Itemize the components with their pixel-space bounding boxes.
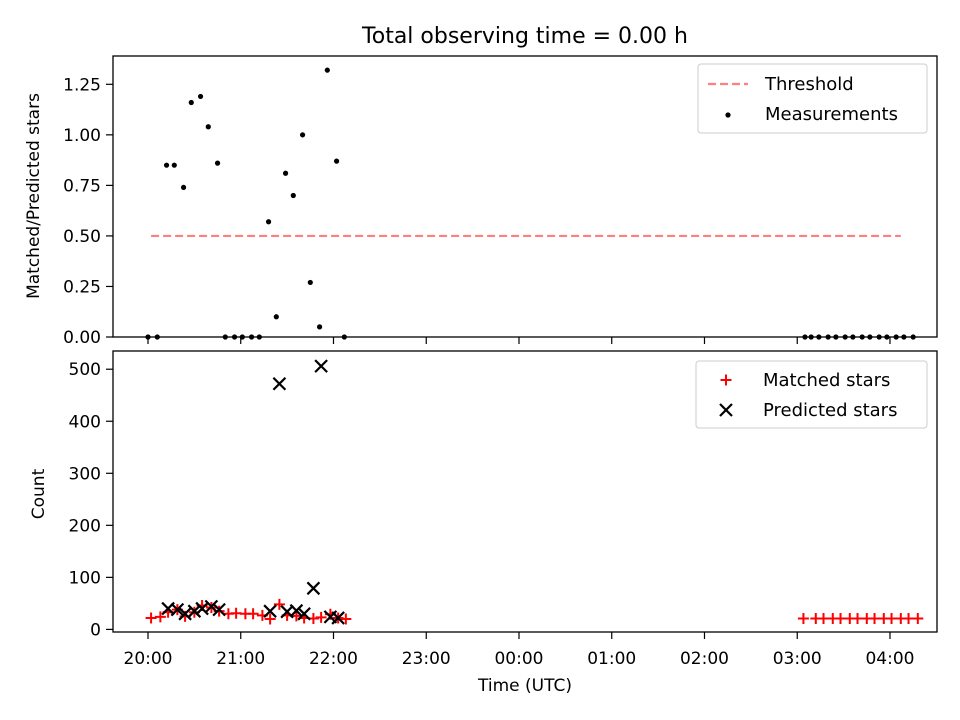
x-axis-label: Time (UTC) bbox=[477, 676, 572, 696]
measurement-point bbox=[290, 192, 296, 199]
measurement-point bbox=[180, 184, 187, 191]
x-tick-label: 04:00 bbox=[865, 649, 914, 669]
x-tick-label: 23:00 bbox=[402, 649, 451, 669]
bottom-plot-frame bbox=[112, 350, 938, 633]
bottom-legend: Matched stars Predicted stars bbox=[695, 360, 928, 429]
bottom-y-tick-label: 500 bbox=[69, 360, 101, 380]
chart-title: Total observing time = 0.00 h bbox=[361, 24, 688, 49]
measurement-point bbox=[282, 170, 289, 176]
top-y-tick-label: 1.25 bbox=[63, 75, 101, 95]
bottom-y-tick-label: 400 bbox=[69, 412, 101, 432]
measurement-point bbox=[273, 314, 279, 320]
matched-stars-point bbox=[903, 612, 915, 624]
matched-stars-point bbox=[145, 612, 157, 624]
measurement-point bbox=[205, 124, 211, 130]
matched-stars-point bbox=[154, 611, 166, 623]
predicted-stars-point bbox=[272, 377, 287, 391]
predicted-legend-swatch bbox=[719, 403, 733, 417]
top-y-tick-label: 1.00 bbox=[63, 126, 101, 146]
top-plot: 0.00 0.25 0.50 0.75 1.00 1.25 Matched/Predict… bbox=[24, 55, 938, 348]
top-y-tick-label: 0.00 bbox=[63, 328, 101, 348]
top-legend: Threshold Measurements bbox=[697, 63, 928, 134]
predicted-stars-point bbox=[263, 604, 277, 618]
measurement-point bbox=[171, 162, 177, 168]
bottom-plot: 0 100 200 300 400 500 20:00 21:00 22:00 23:00 00:… bbox=[29, 350, 938, 696]
top-x-ticks bbox=[147, 337, 891, 344]
measurement-point bbox=[316, 324, 323, 330]
bottom-x-ticks: 20:00 21:00 22:00 23:00 00:00 01:00 02:00 03:00… bbox=[124, 632, 914, 669]
x-tick-label: 20:00 bbox=[124, 649, 173, 669]
measurement-point bbox=[299, 132, 306, 138]
predicted-stars-point bbox=[297, 607, 311, 621]
measurements-legend-label: Measurements bbox=[765, 104, 898, 125]
measurement-point bbox=[324, 67, 330, 73]
measurement-point bbox=[307, 279, 313, 286]
predicted-stars-point bbox=[314, 359, 328, 373]
matched-stars-point bbox=[247, 608, 259, 620]
predicted-stars-point bbox=[170, 602, 185, 617]
bottom-y-tick-label: 300 bbox=[69, 464, 101, 484]
predicted-stars-point bbox=[306, 581, 321, 596]
measurement-point bbox=[265, 219, 272, 225]
bottom-y-ticks: 0 100 200 300 400 500 bbox=[69, 360, 113, 640]
top-y-ticks: 0.00 0.25 0.50 0.75 1.00 1.25 bbox=[63, 75, 113, 348]
predicted-stars-point bbox=[289, 603, 304, 618]
matched-stars-point bbox=[869, 612, 881, 624]
matched-stars-point bbox=[835, 612, 847, 624]
top-legend-box bbox=[697, 63, 928, 134]
measurement-point bbox=[333, 158, 340, 164]
bottom-y-tick-label: 100 bbox=[69, 568, 101, 588]
predicted-stars-points bbox=[161, 359, 345, 625]
matched-stars-point bbox=[852, 612, 864, 624]
predicted-stars-point bbox=[331, 611, 345, 625]
x-tick-label: 03:00 bbox=[773, 649, 822, 669]
x-tick-label: 22:00 bbox=[309, 649, 358, 669]
predicted-stars-point bbox=[187, 604, 202, 618]
x-tick-label: 01:00 bbox=[587, 649, 636, 669]
matched-legend-swatch bbox=[720, 374, 732, 386]
bottom-legend-box bbox=[695, 360, 928, 429]
x-tick-label: 00:00 bbox=[494, 649, 543, 669]
matched-stars-point bbox=[273, 598, 285, 610]
matched-stars-point bbox=[797, 612, 809, 624]
top-y-tick-label: 0.75 bbox=[63, 176, 101, 196]
matched-stars-point bbox=[912, 612, 924, 624]
predicted-legend-label: Predicted stars bbox=[763, 400, 897, 421]
predicted-stars-point bbox=[204, 599, 219, 614]
bottom-y-tick-label: 200 bbox=[69, 516, 101, 536]
matched-stars-point bbox=[886, 612, 898, 624]
measurement-point bbox=[214, 160, 221, 166]
threshold-legend-label: Threshold bbox=[764, 74, 854, 95]
measurement-point bbox=[197, 93, 204, 100]
top-plot-frame bbox=[112, 55, 938, 338]
matched-legend-label: Matched stars bbox=[763, 370, 890, 391]
matched-stars-points bbox=[145, 598, 924, 625]
top-y-axis-label: Matched/Predicted stars bbox=[24, 93, 44, 299]
top-y-tick-label: 0.25 bbox=[63, 277, 101, 297]
top-y-tick-label: 0.50 bbox=[63, 227, 101, 247]
matched-stars-point bbox=[264, 613, 276, 625]
predicted-stars-point bbox=[212, 602, 226, 617]
matched-stars-point bbox=[315, 611, 327, 623]
matched-stars-point bbox=[818, 612, 830, 624]
bottom-y-tick-label: 0 bbox=[90, 620, 101, 640]
measurement-point bbox=[163, 162, 170, 168]
x-tick-label: 21:00 bbox=[216, 649, 265, 669]
measurements-legend-swatch bbox=[725, 112, 731, 118]
measurement-point bbox=[188, 99, 194, 106]
x-tick-label: 02:00 bbox=[680, 649, 729, 669]
bottom-y-axis-label: Count bbox=[29, 468, 49, 519]
matched-stars-point bbox=[230, 607, 242, 619]
matched-stars-point bbox=[340, 613, 352, 625]
